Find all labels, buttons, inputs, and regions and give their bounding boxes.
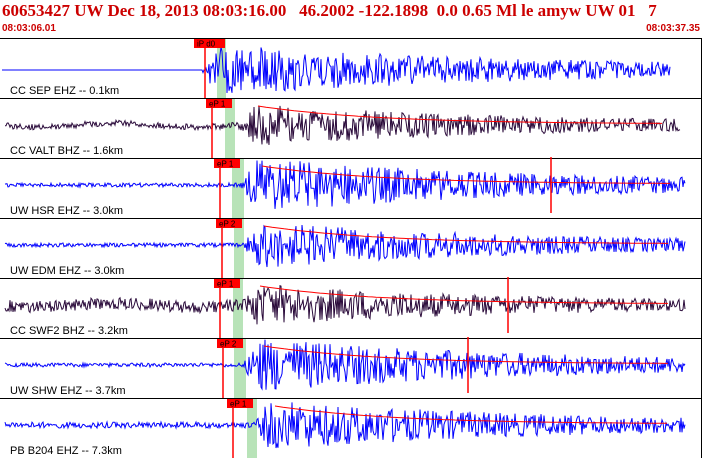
- station-label: UW HSR EHZ -- 3.0km: [10, 205, 123, 217]
- trace-row[interactable]: eP 2 UW SHW EHZ -- 3.7km: [4, 337, 686, 398]
- waveform-trace: [2, 46, 671, 94]
- coda-envelope: [259, 285, 668, 304]
- pick-flag: [206, 99, 232, 108]
- trace-row[interactable]: iP d0 CC SEP EHZ -- 0.1km: [2, 39, 671, 98]
- pick-window: [247, 399, 257, 458]
- seismogram-panel[interactable]: iP d0 CC SEP EHZ -- 0.1km eP 1 CC VALT BHZ …: [0, 38, 702, 458]
- pick-label: eP 2: [219, 220, 236, 229]
- waveform-trace: [4, 339, 686, 391]
- station-label: UW EDM EHZ -- 3.0km: [10, 265, 124, 277]
- pick-label: eP 1: [230, 400, 247, 409]
- pick-window: [234, 339, 246, 398]
- time-end-label: 08:03:37.35: [646, 23, 700, 34]
- pick-window: [232, 159, 244, 218]
- waveform-trace: [5, 105, 681, 145]
- station-label: PB B204 EHZ -- 7.3km: [10, 445, 122, 457]
- coda-envelope: [261, 165, 670, 184]
- waveform-trace: [4, 284, 686, 325]
- pick-window: [234, 219, 244, 278]
- station-label: UW SHW EHZ -- 3.7km: [10, 385, 126, 397]
- header-bar: 60653427 UW Dec 18, 2013 08:03:16.00 46.…: [0, 0, 702, 38]
- pick-flag: [194, 39, 225, 48]
- waveform-trace: [4, 160, 686, 209]
- pick-flag: [216, 219, 242, 228]
- trace-row[interactable]: eP 1 CC SWF2 BHZ -- 3.2km: [4, 277, 686, 338]
- pick-label: eP 1: [217, 160, 234, 169]
- pick-window: [225, 99, 235, 158]
- coda-envelope: [263, 225, 668, 244]
- pick-window: [217, 39, 226, 98]
- pick-flag: [217, 339, 243, 348]
- time-start-label: 08:03:06.01: [2, 23, 56, 34]
- station-label: CC SWF2 BHZ -- 3.2km: [10, 325, 128, 337]
- station-label: CC SEP EHZ -- 0.1km: [10, 85, 119, 97]
- trace-row[interactable]: eP 1 PB B204 EHZ -- 7.3km: [4, 399, 686, 458]
- seismogram-svg[interactable]: iP d0 CC SEP EHZ -- 0.1km eP 1 CC VALT BHZ …: [0, 38, 702, 458]
- event-title: 60653427 UW Dec 18, 2013 08:03:16.00 46.…: [2, 1, 657, 20]
- coda-envelope: [263, 345, 668, 364]
- pick-label: eP 1: [217, 280, 234, 289]
- waveform-trace: [4, 224, 686, 268]
- pick-flag: [214, 159, 240, 168]
- pick-label: iP d0: [197, 40, 216, 49]
- trace-row[interactable]: eP 2 UW EDM EHZ -- 3.0km: [4, 219, 686, 278]
- coda-envelope: [257, 105, 662, 124]
- coda-envelope: [274, 405, 667, 424]
- waveform-trace: [4, 402, 686, 449]
- pick-flag: [214, 279, 240, 288]
- pick-label: eP 2: [220, 340, 237, 349]
- pick-label: eP 1: [209, 100, 226, 109]
- trace-row[interactable]: eP 1 CC VALT BHZ -- 1.6km: [5, 99, 681, 158]
- trace-row[interactable]: eP 1 UW HSR EHZ -- 3.0km: [4, 157, 686, 218]
- pick-flag: [227, 399, 253, 408]
- station-label: CC VALT BHZ -- 1.6km: [10, 145, 123, 157]
